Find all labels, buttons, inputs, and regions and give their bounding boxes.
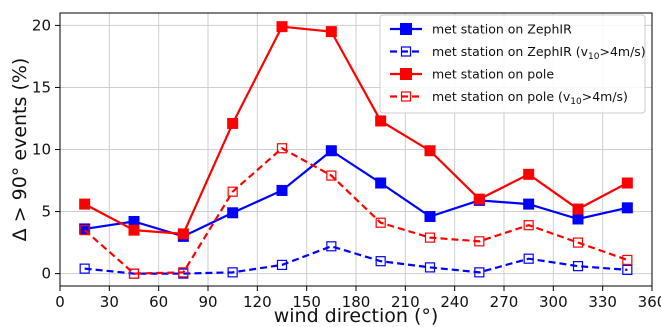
- data-point: [424, 262, 436, 273]
- data-point: [177, 228, 189, 240]
- data-point: [474, 236, 485, 247]
- x-tick-label: 330: [588, 293, 617, 311]
- legend-box: [379, 14, 646, 114]
- y-tick-label: 0: [41, 265, 51, 283]
- legend-marker: [400, 46, 412, 57]
- y-tick-label: 20: [32, 16, 51, 34]
- data-point: [227, 267, 238, 278]
- data-point: [375, 177, 387, 189]
- data-point: [523, 253, 534, 264]
- x-tick-label: 120: [243, 293, 272, 311]
- data-point: [326, 170, 337, 181]
- data-point: [621, 202, 633, 214]
- data-point: [79, 263, 90, 274]
- series-layer: [79, 21, 633, 279]
- legend: met station on ZephIR met station on Zeph…: [379, 14, 646, 114]
- legend-label: met station on ZephIR (v10>4m/s): [432, 44, 646, 62]
- data-point: [227, 117, 239, 129]
- x-tick-label: 150: [292, 293, 321, 311]
- x-tick-label: 180: [342, 293, 371, 311]
- data-point: [325, 26, 337, 38]
- data-point: [572, 237, 584, 248]
- data-point: [622, 264, 633, 275]
- legend-item: met station on pole (v10>4m/s): [390, 89, 628, 107]
- data-point: [621, 177, 633, 189]
- x-tick-label: 60: [149, 293, 168, 311]
- legend-item: met station on pole: [390, 67, 554, 82]
- data-point: [325, 145, 337, 157]
- data-point: [473, 193, 485, 205]
- data-point: [326, 241, 337, 252]
- legend-label: met station on ZephIR: [432, 22, 572, 37]
- data-point: [424, 232, 436, 243]
- legend-item: met station on ZephIR: [390, 22, 572, 37]
- data-point: [79, 198, 91, 210]
- legend-label: met station on pole: [432, 67, 554, 82]
- x-tick-label: 90: [198, 293, 217, 311]
- data-point: [523, 220, 534, 231]
- data-point: [424, 145, 436, 157]
- data-point: [128, 224, 140, 236]
- data-point: [276, 21, 288, 33]
- legend-marker: [400, 68, 412, 80]
- data-point: [276, 184, 288, 196]
- data-point: [375, 115, 387, 127]
- series-3: [79, 143, 633, 279]
- data-point: [128, 268, 140, 279]
- data-point: [227, 207, 239, 219]
- data-point: [572, 213, 584, 225]
- data-point: [474, 267, 485, 278]
- x-axis-label: wind direction (°): [274, 305, 439, 327]
- y-tick-label: 5: [41, 203, 51, 221]
- data-point: [375, 217, 386, 228]
- y-tick-label: 10: [32, 141, 51, 159]
- legend-marker: [400, 23, 412, 35]
- x-tick-label: 270: [490, 293, 519, 311]
- legend-marker: [400, 91, 412, 102]
- data-point: [523, 198, 535, 210]
- x-tick-label: 360: [638, 293, 661, 311]
- series-line: [83, 146, 628, 275]
- x-tick-label: 0: [55, 293, 65, 311]
- y-tick-label: 15: [32, 78, 51, 96]
- legend-item: met station on ZephIR (v10>4m/s): [390, 44, 646, 62]
- data-point: [375, 256, 386, 267]
- data-point: [424, 211, 436, 223]
- data-point: [572, 261, 584, 272]
- x-tick-label: 240: [440, 293, 469, 311]
- ticks: 0 30 60 90 120 150 180 210 240 270 300 330 360 0 5 10 15…: [32, 16, 661, 311]
- data-point: [79, 223, 91, 235]
- data-point: [523, 168, 535, 180]
- data-point: [79, 225, 90, 236]
- y-axis-label: Δ > 90° events (%): [9, 58, 31, 242]
- x-tick-label: 30: [100, 293, 119, 311]
- x-tick-label: 300: [539, 293, 568, 311]
- data-point: [128, 215, 140, 227]
- x-tick-label: 210: [391, 293, 420, 311]
- data-point: [227, 186, 238, 197]
- series-2: [79, 21, 633, 240]
- series-line: [84, 25, 628, 236]
- series-line: [84, 245, 628, 275]
- legend-label: met station on pole (v10>4m/s): [432, 89, 628, 107]
- data-point: [622, 254, 633, 266]
- data-point: [276, 259, 288, 271]
- data-point: [572, 203, 584, 215]
- data-point: [276, 143, 288, 154]
- data-point: [178, 267, 189, 278]
